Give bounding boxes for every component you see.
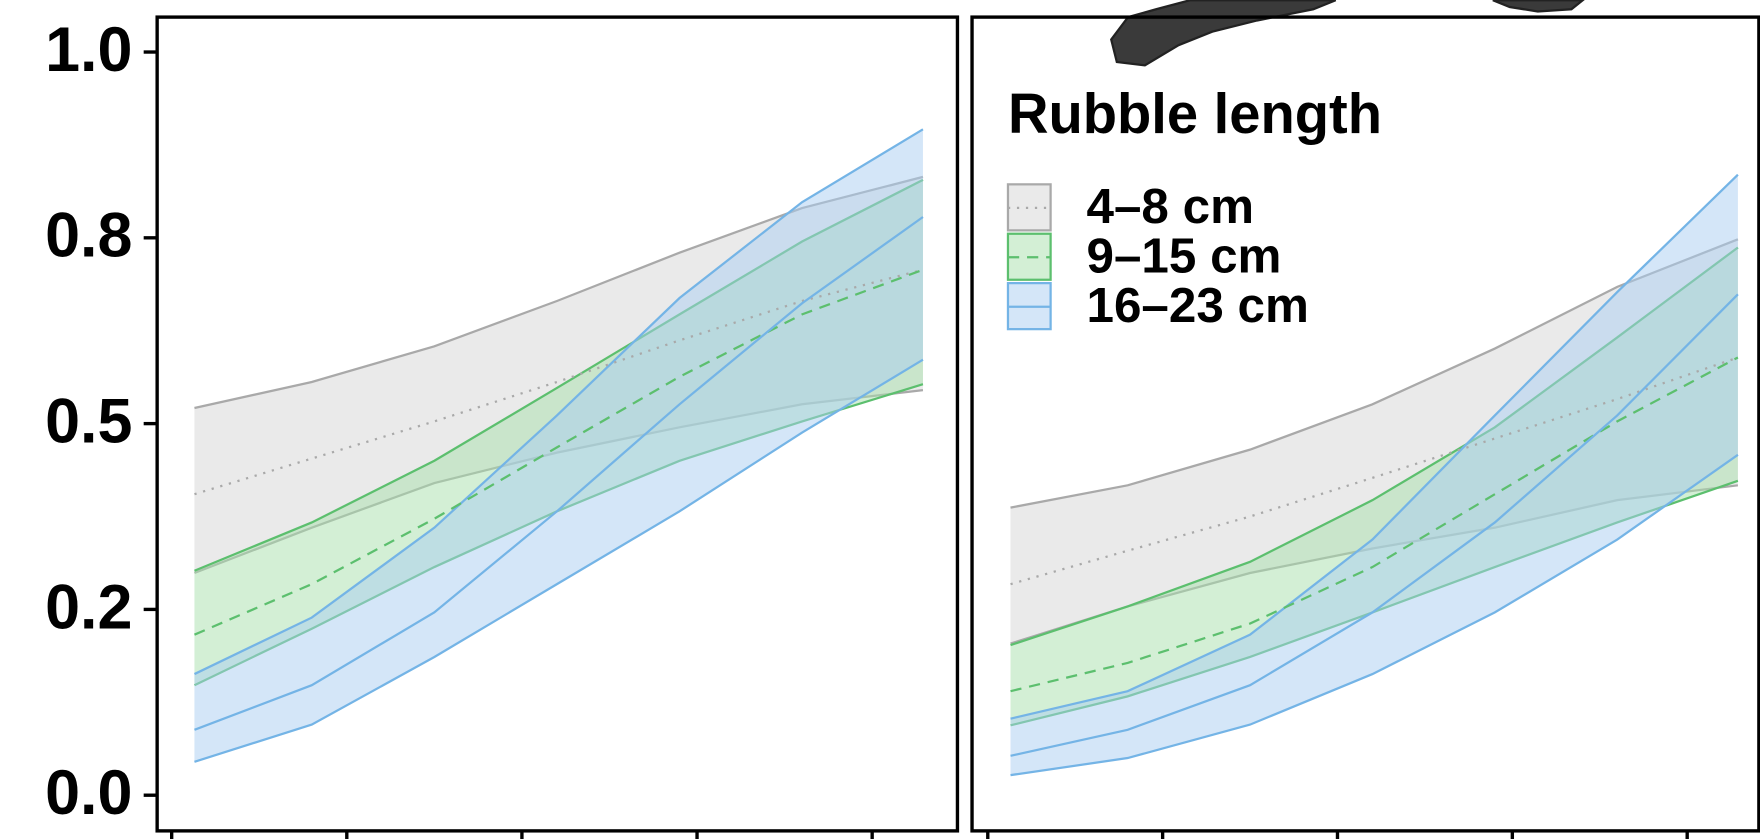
band-edge	[1010, 173, 1739, 720]
y-tick-label: 1.0	[45, 15, 132, 85]
band-edge	[1010, 453, 1739, 777]
legend-label: 16–23 cm	[1087, 278, 1309, 333]
confidence-band	[1010, 239, 1738, 644]
panel-border	[970, 15, 1760, 833]
mean-line	[194, 216, 924, 731]
band-edge	[194, 358, 924, 763]
band-edge	[193, 128, 924, 676]
legend-title: Rubble length	[1008, 82, 1382, 145]
mean-line	[1010, 293, 1739, 757]
confidence-band	[1010, 247, 1738, 726]
mean-line	[1010, 356, 1739, 693]
mean-line	[193, 268, 924, 636]
mean-line	[1010, 356, 1739, 586]
band-edge	[1010, 238, 1739, 509]
legend-key	[1006, 183, 1052, 232]
y-tick-label: 0.0	[45, 758, 132, 828]
legend-label: 4–8 cm	[1087, 179, 1254, 234]
y-tick-label: 0.2	[45, 572, 132, 642]
y-tick-label: 0.5	[45, 386, 132, 456]
confidence-band	[1010, 174, 1738, 776]
legend-label: 9–15 cm	[1087, 229, 1282, 284]
panel: 0.0 0.2 0.5 0.8 1.0	[45, 15, 960, 839]
mean-line	[194, 268, 924, 496]
y-tick-label: 0.8	[45, 201, 132, 271]
